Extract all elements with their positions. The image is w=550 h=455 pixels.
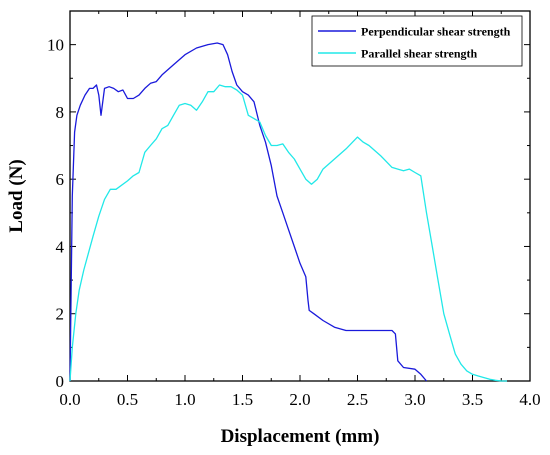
legend-box <box>311 15 523 67</box>
x-tick-label: 0.5 <box>117 390 138 409</box>
x-tick-label: 3.0 <box>404 390 425 409</box>
y-tick-label: 0 <box>56 372 65 391</box>
series-layer <box>69 42 507 382</box>
legend-label-parallel: Parallel shear strength <box>361 47 478 61</box>
y-axis: 0 2 4 6 8 10 <box>47 36 530 391</box>
x-tick-label: 2.0 <box>289 390 310 409</box>
y-axis-title: Load (N) <box>6 159 27 232</box>
y-tick-label: 4 <box>56 237 65 256</box>
x-tick-label: 2.5 <box>347 390 368 409</box>
x-tick-label: 1.5 <box>232 390 253 409</box>
y-tick-label: 8 <box>56 103 65 122</box>
series-line-parallel <box>69 84 507 382</box>
x-tick-label: 0.0 <box>59 390 80 409</box>
y-tick-label: 6 <box>56 170 65 189</box>
legend: Perpendicular shear strength Parallel sh… <box>311 15 523 67</box>
legend-label-perpendicular: Perpendicular shear strength <box>361 25 511 39</box>
series-line-perpendicular <box>69 42 427 382</box>
y-tick-label: 10 <box>47 36 64 55</box>
y-tick-label: 2 <box>56 305 65 324</box>
x-axis: 0.0 0.5 1.0 1.5 2.0 2.5 3.0 3.5 4.0 <box>59 11 541 409</box>
x-tick-label: 4.0 <box>519 390 540 409</box>
x-tick-label: 1.0 <box>174 390 195 409</box>
plot-frame <box>69 10 531 382</box>
x-tick-label: 3.5 <box>462 390 483 409</box>
x-axis-title: Displacement (mm) <box>221 426 380 447</box>
